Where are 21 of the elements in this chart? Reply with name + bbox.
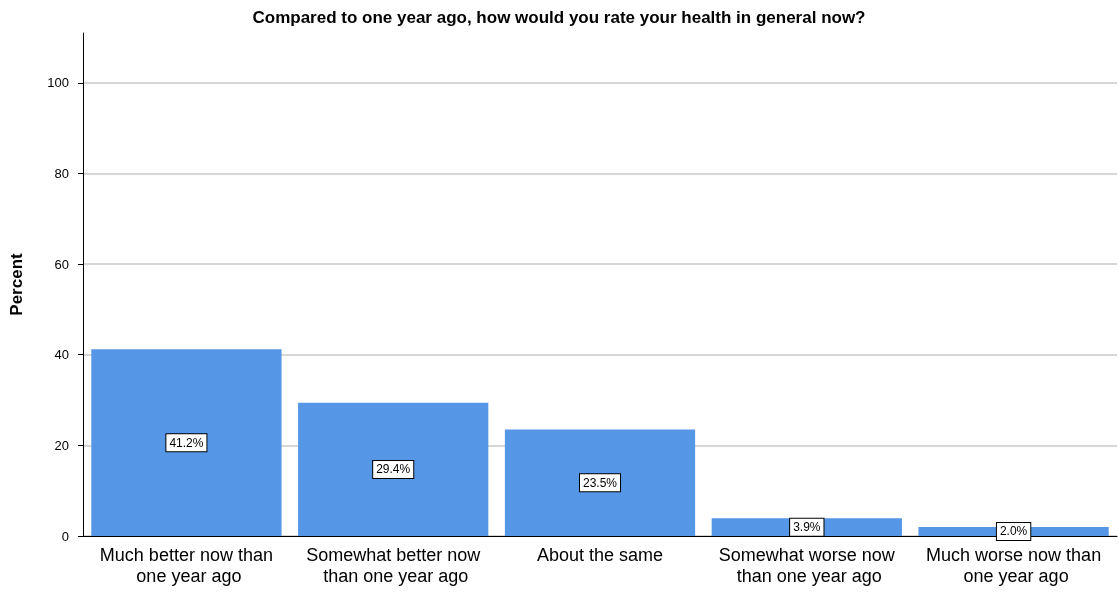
- data-label: 23.5%: [582, 475, 618, 490]
- y-tick-label: 100: [47, 75, 69, 91]
- x-tick-label: Much worse now than one year ago: [926, 544, 1102, 586]
- y-axis-title: Percent: [7, 252, 26, 316]
- data-label: 2.0%: [999, 524, 1028, 539]
- bar: [298, 402, 489, 536]
- chart-title: Compared to one year ago, how would you rate your health in general now?: [252, 8, 866, 27]
- bar: [91, 349, 282, 536]
- y-tick-label: 60: [54, 256, 69, 272]
- bar: [504, 429, 696, 536]
- data-label: 29.4%: [376, 462, 411, 477]
- y-tick-label: 20: [54, 437, 69, 453]
- data-label: 3.9%: [793, 520, 821, 535]
- y-tick-label: 0: [61, 528, 69, 544]
- data-label: 41.2%: [169, 435, 204, 450]
- x-tick-label: Somewhat worse now than one year ago: [718, 544, 896, 586]
- x-tick-label: About the same: [536, 544, 664, 565]
- y-tick-label: 40: [54, 347, 69, 363]
- x-tick-label: Somewhat better now than one year ago: [306, 544, 482, 586]
- y-tick-label: 80: [54, 165, 69, 181]
- x-tick-label: Much better now than one year ago: [99, 544, 273, 586]
